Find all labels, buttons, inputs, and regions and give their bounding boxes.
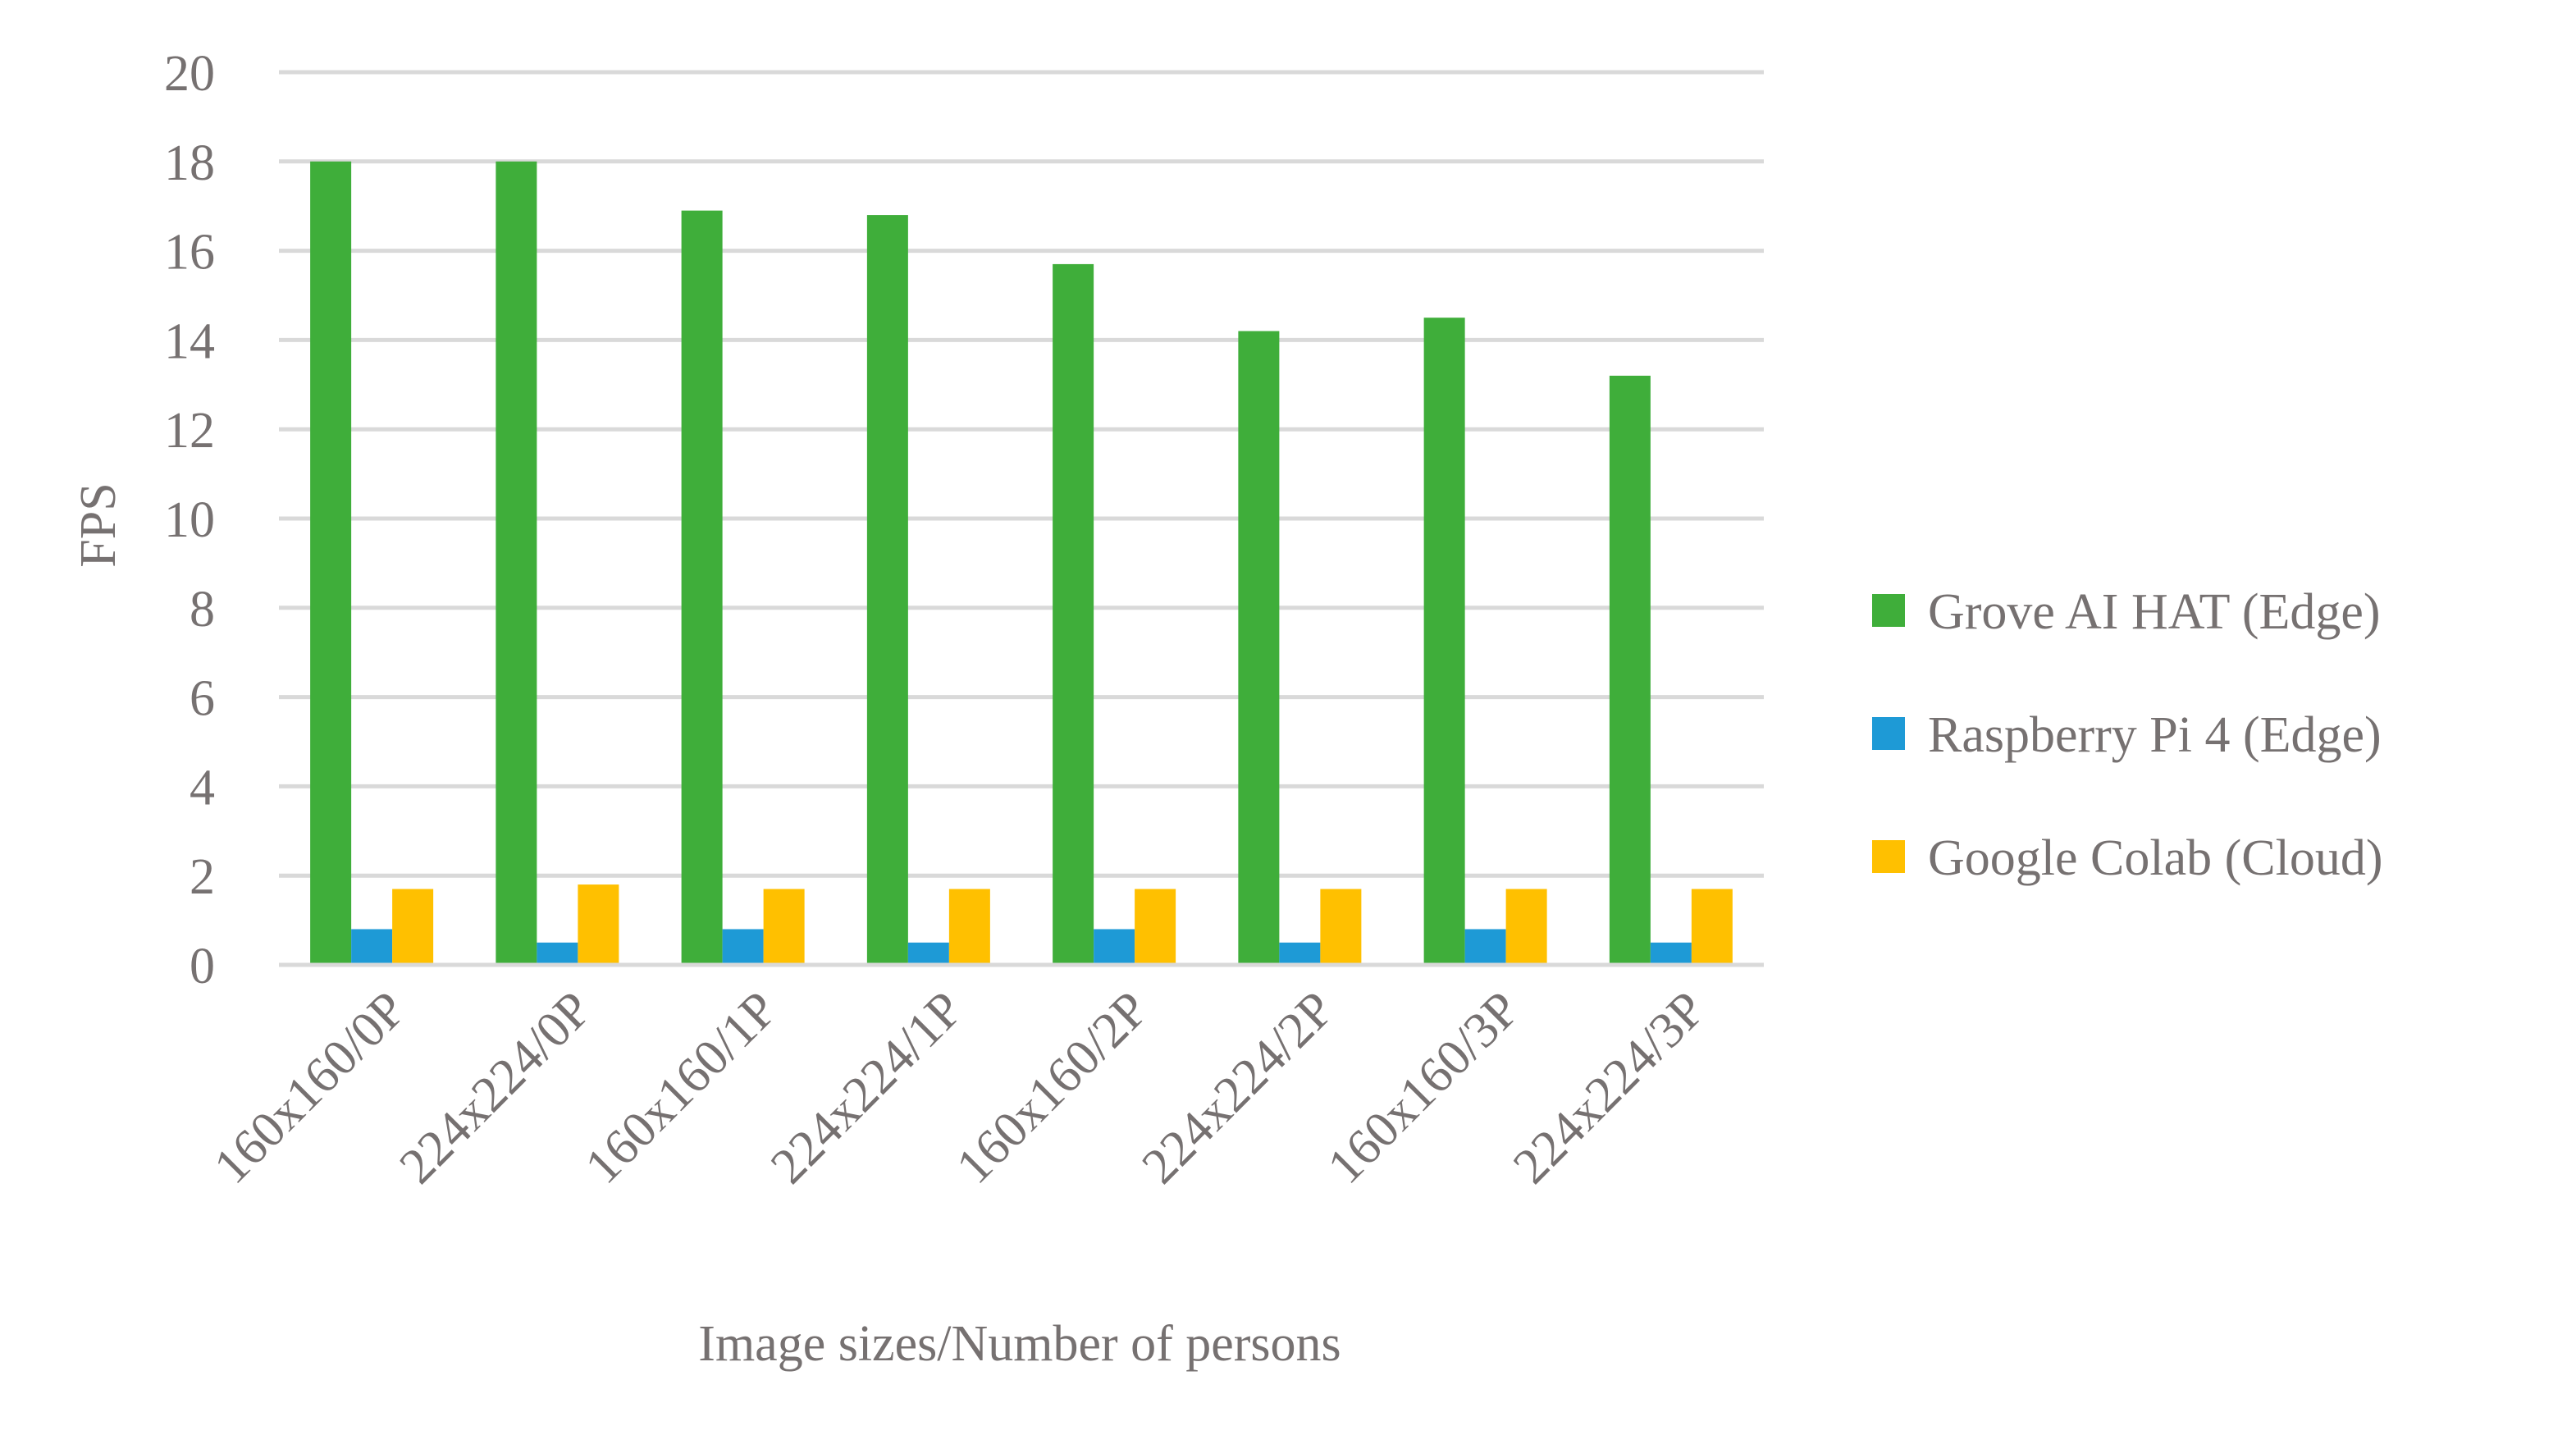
y-tick-label: 4 [190, 760, 215, 816]
bar [722, 929, 764, 965]
bar [537, 942, 578, 965]
y-tick-label: 20 [164, 46, 215, 102]
x-tick-label: 224x224/1P [760, 981, 974, 1195]
bar [1320, 889, 1362, 965]
legend-label: Grove AI HAT (Edge) [1928, 584, 2381, 640]
bar [578, 884, 619, 965]
y-tick-label: 2 [190, 849, 215, 905]
legend-swatch [1872, 840, 1905, 873]
y-tick-label: 14 [164, 313, 215, 369]
bar [1279, 942, 1321, 965]
bar [1053, 263, 1094, 965]
bar [1505, 889, 1547, 965]
y-tick-label: 16 [164, 225, 215, 281]
x-tick-label: 160x160/1P [575, 981, 788, 1195]
x-tick-label: 160x160/0P [203, 981, 417, 1195]
bar [1423, 318, 1465, 965]
bar [351, 929, 393, 965]
y-axis-ticks: 0 2 4 6 8 10 12 14 16 18 20 [164, 46, 215, 994]
bar [681, 210, 723, 965]
bar [1135, 889, 1176, 965]
legend-swatch [1872, 594, 1905, 627]
bar [948, 889, 990, 965]
bar [1464, 929, 1506, 965]
x-tick-label: 160x160/3P [1318, 981, 1531, 1195]
x-tick-label: 224x224/3P [1503, 981, 1716, 1195]
x-tick-label: 160x160/2P [946, 981, 1159, 1195]
x-axis-label: Image sizes/Number of persons [698, 1316, 1341, 1372]
bar [1609, 375, 1651, 965]
y-tick-label: 10 [164, 492, 215, 548]
bar [496, 161, 537, 966]
x-tick-label: 224x224/2P [1131, 981, 1345, 1195]
y-tick-label: 6 [190, 671, 215, 727]
y-tick-label: 12 [164, 403, 215, 459]
x-tick-label: 224x224/0P [389, 981, 602, 1195]
legend-label: Raspberry Pi 4 (Edge) [1928, 707, 2382, 763]
bar [1691, 889, 1733, 965]
bar [763, 889, 805, 965]
legend: Grove AI HAT (Edge) Raspberry Pi 4 (Edge)… [1872, 584, 2383, 886]
bar [392, 889, 434, 965]
y-tick-label: 18 [164, 135, 215, 191]
bar [866, 215, 908, 966]
bar [1094, 929, 1135, 965]
bar [310, 161, 352, 966]
legend-swatch [1872, 717, 1905, 750]
bar [1238, 331, 1280, 965]
y-tick-label: 0 [190, 939, 215, 994]
bars [310, 161, 1733, 966]
y-tick-label: 8 [190, 582, 215, 638]
x-axis-ticks: 160x160/0P224x224/0P160x160/1P224x224/1P… [203, 981, 1716, 1195]
bar [1650, 942, 1692, 965]
y-axis-label: FPS [71, 482, 126, 567]
bar [907, 942, 949, 965]
legend-label: Google Colab (Cloud) [1928, 830, 2383, 886]
